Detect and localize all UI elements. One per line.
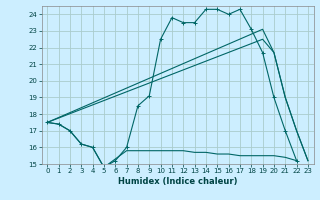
X-axis label: Humidex (Indice chaleur): Humidex (Indice chaleur) bbox=[118, 177, 237, 186]
